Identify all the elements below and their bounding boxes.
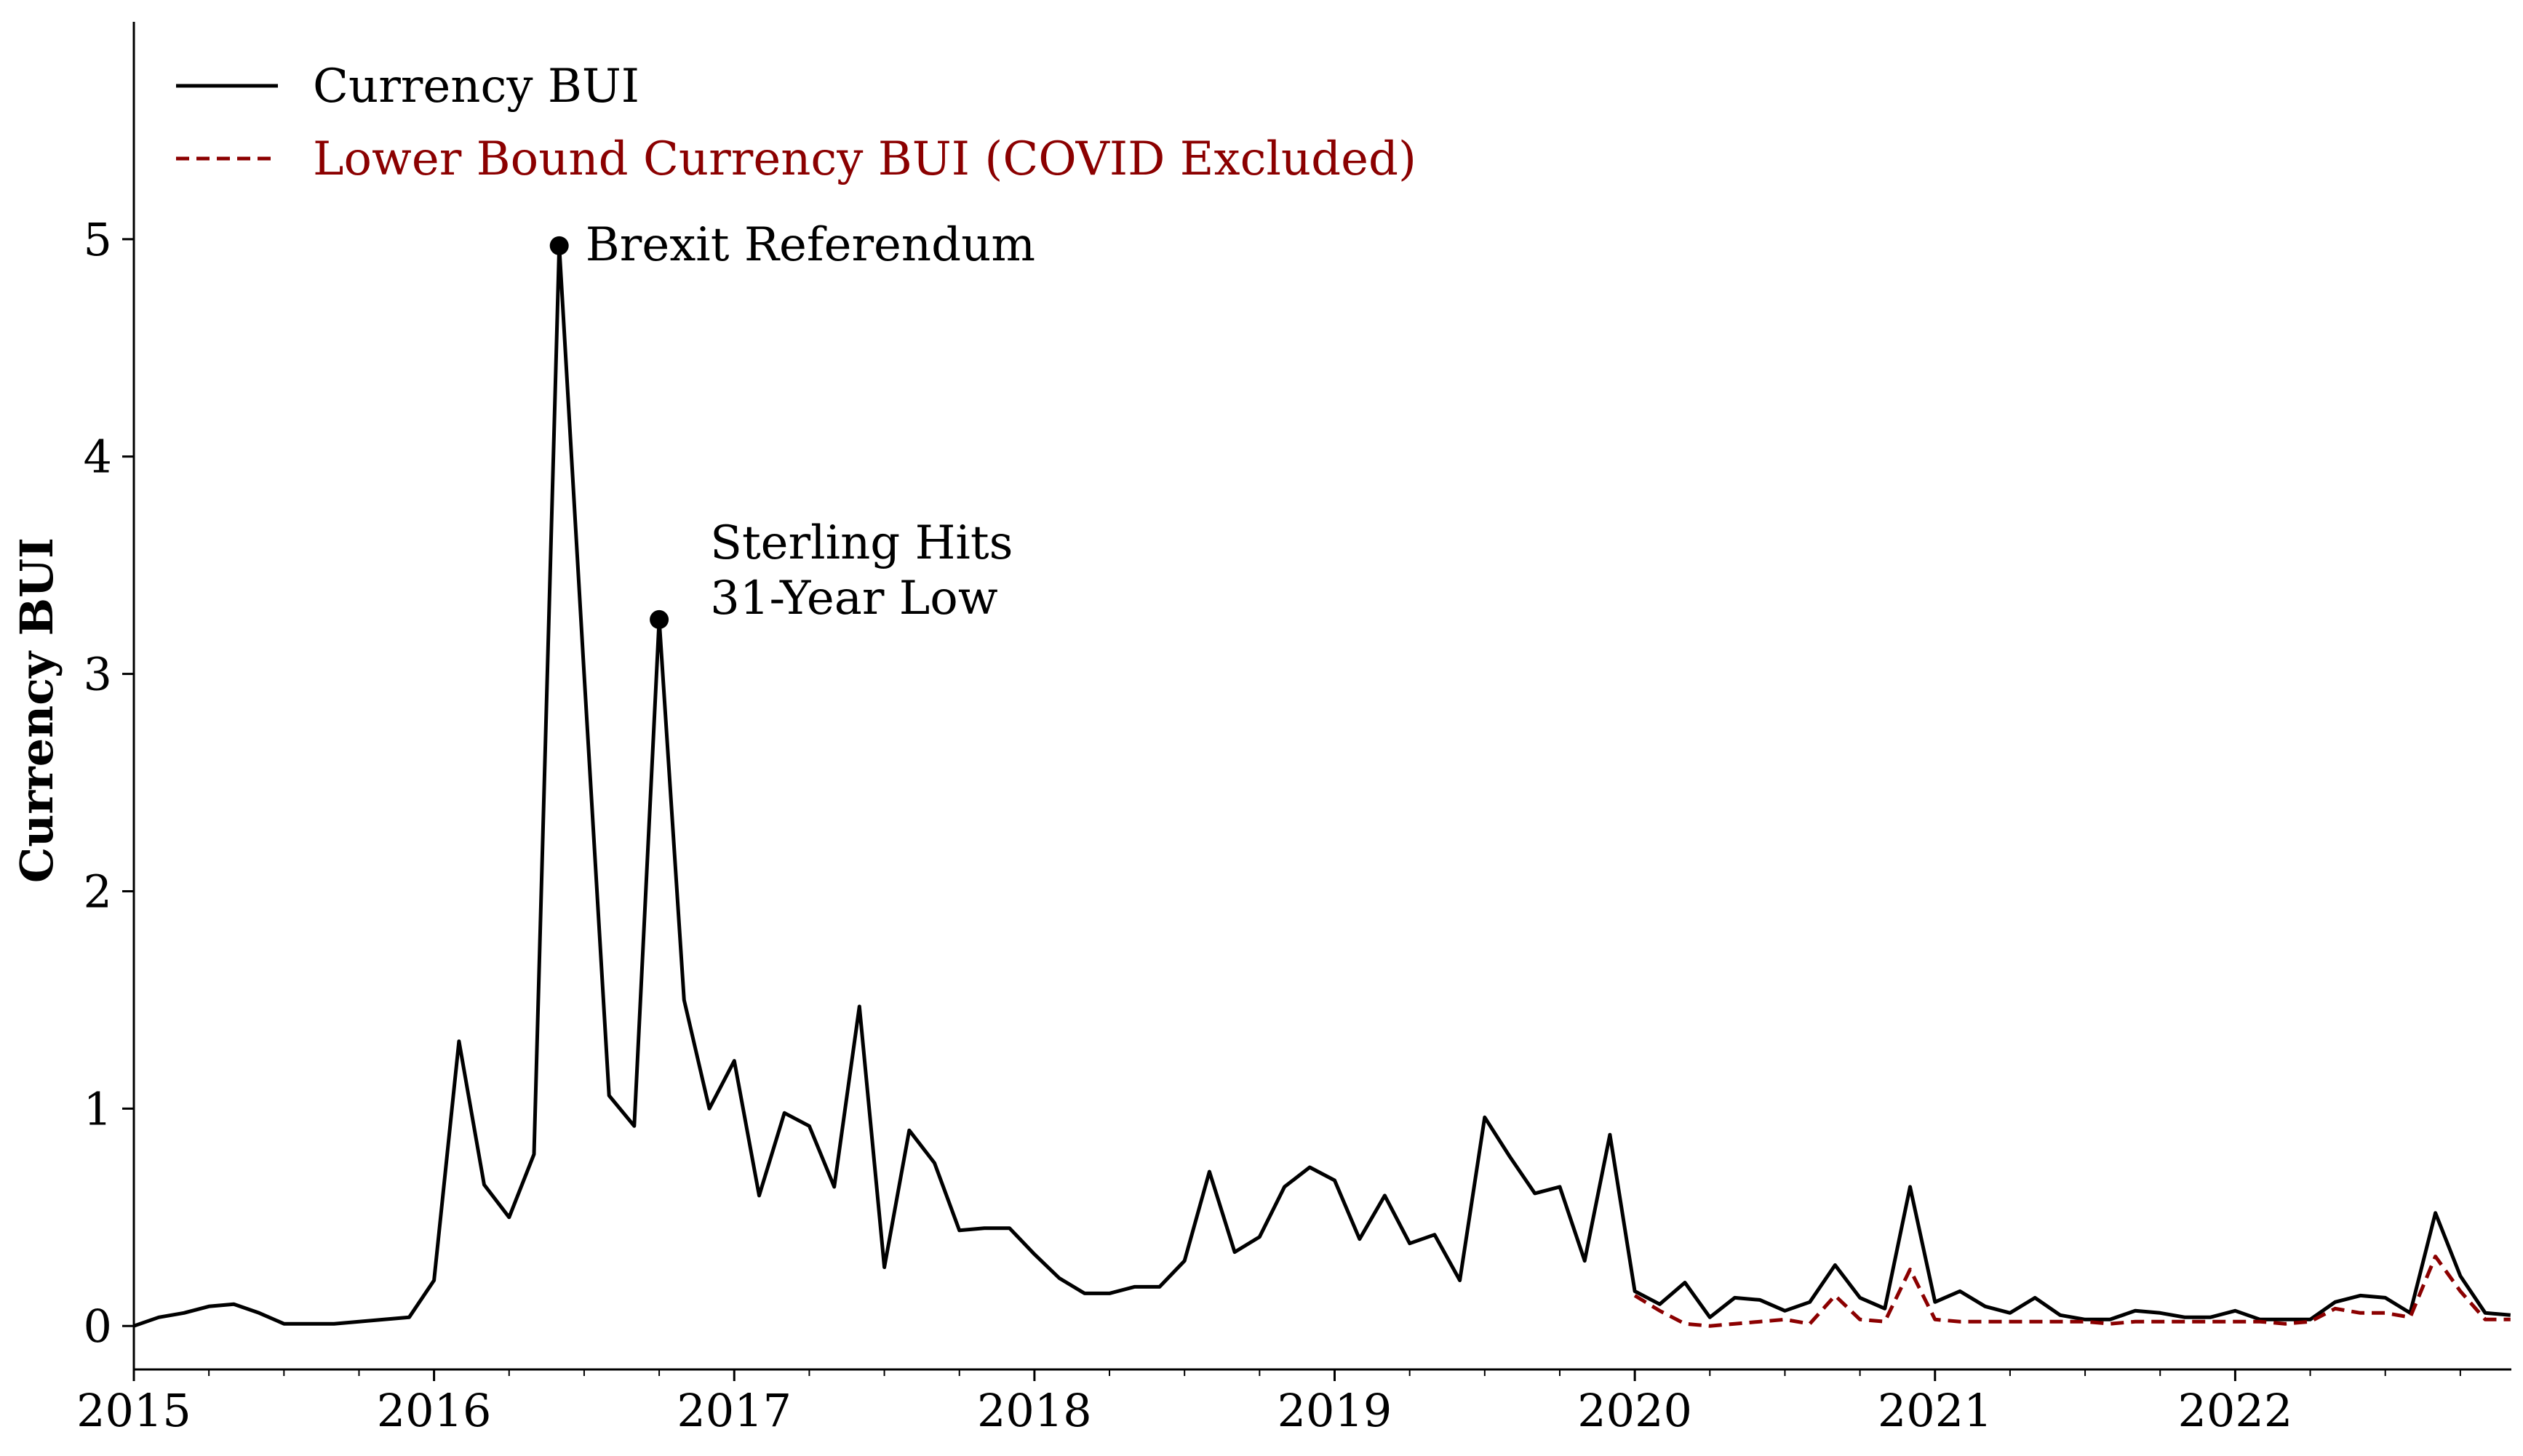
y-axis-title: Currency BUI	[10, 537, 63, 883]
x-tick-label: 2019	[1278, 1384, 1392, 1437]
series-layer	[133, 244, 2511, 1328]
x-tick-label: 2015	[76, 1384, 191, 1437]
axes	[132, 22, 2511, 1371]
x-tick-label: 2022	[2177, 1384, 2292, 1437]
annotation-label-sterling: Sterling Hits 31-Year Low	[710, 516, 1013, 625]
x-tick-label: 2017	[677, 1384, 792, 1437]
series-line-currency-bui	[133, 244, 2511, 1328]
annotation-line: 31-Year Low	[710, 572, 998, 625]
annotation-marker-brexit	[549, 236, 569, 255]
annotation-label-brexit: Brexit Referendum	[586, 218, 1035, 272]
annotation-layer: Brexit Referendum Sterling Hits 31-Year Lo…	[549, 218, 1035, 629]
y-tick-label: 4	[84, 431, 112, 484]
annotation-marker-sterling	[650, 609, 669, 629]
x-tick-label: 2018	[977, 1384, 1092, 1437]
y-tick-label: 0	[84, 1300, 112, 1353]
y-tick-label: 1	[84, 1082, 112, 1135]
series-line-lower-bound	[1633, 1255, 2511, 1328]
legend-label: Currency BUI	[313, 60, 639, 113]
y-tick-label: 5	[84, 213, 112, 266]
x-tick-label: 2021	[1878, 1384, 1993, 1437]
x-ticks: 2015 2016 2017 2018 2019 2020 2021 2022	[76, 1369, 2461, 1437]
annotation-line: Sterling Hits	[710, 516, 1013, 570]
y-tick-label: 3	[84, 648, 112, 701]
x-tick-label: 2016	[377, 1384, 492, 1437]
legend-label: Lower Bound Currency BUI (COVID Excluded…	[313, 132, 1416, 186]
y-tick-label: 2	[84, 865, 112, 918]
y-ticks: 0 1 2 3 4 5	[84, 213, 134, 1353]
x-tick-label: 2020	[1577, 1384, 1692, 1437]
legend: Currency BUI Lower Bound Currency BUI (CO…	[176, 60, 1416, 186]
